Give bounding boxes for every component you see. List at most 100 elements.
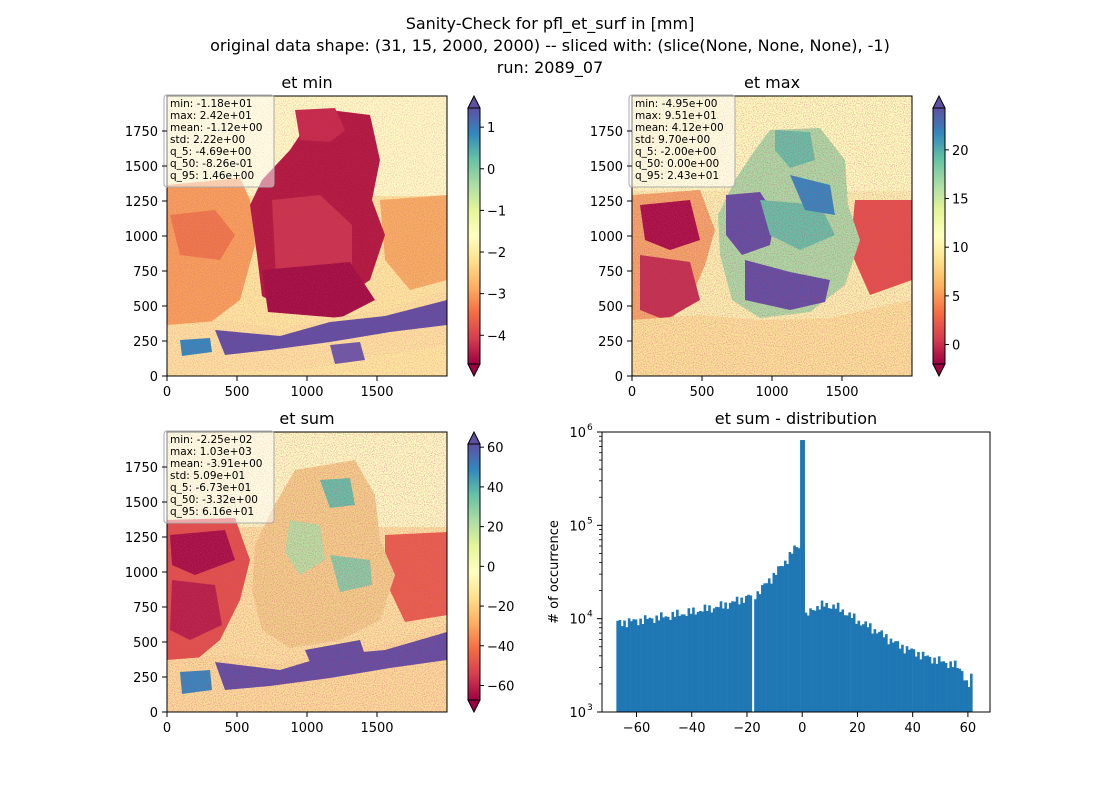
histogram-bar [767,578,771,712]
histogram-bar [839,611,842,712]
colorbar: 60 40 20 0 −20 −40 −60 [467,430,514,714]
stat-line: q_95: 1.46e+00 [170,170,254,182]
histogram-bar [634,619,638,712]
histogram-bar [857,620,861,712]
histogram-bar [632,619,636,712]
histogram-bar [864,621,867,712]
y-tick-label: 1500 [125,496,158,511]
colorbar-extend-top [932,94,946,109]
stat-line: min: -1.18e+01 [170,98,252,110]
y-tick-label: 750 [598,265,623,280]
y-tick-label: 250 [133,671,158,686]
histogram-bar [834,608,838,712]
histogram-bar [772,572,776,712]
y-tick-label: 10 [569,519,586,534]
histogram-bar [689,613,693,712]
histogram-bar [937,656,941,712]
x-tick-label: 1500 [360,385,393,400]
histogram-bar [673,616,677,712]
stat-line: std: 5.09e+01 [170,470,245,482]
histogram-bar [692,607,695,712]
stat-line: std: 2.22e+00 [170,134,245,146]
stat-line: q_95: 6.16e+01 [170,506,254,518]
histogram-bar [687,608,691,712]
panel-title: et min [281,73,332,92]
histogram-bar [710,612,714,712]
histogram-bar [655,615,658,712]
histogram-bar [724,602,727,712]
histogram-bar [664,616,668,712]
colorbar-body [467,443,481,701]
histogram-bar [678,615,681,712]
histogram-bar [940,661,943,712]
histogram-bar [898,648,902,712]
histogram-bar [901,644,904,712]
histogram-bar [786,564,789,712]
colorbar-tick-label: 0 [952,339,960,354]
histogram-bar [788,552,792,712]
histogram-bar [671,611,675,712]
y-axis: 0 250 500 750 1000 1250 1500 1750 [125,125,167,385]
y-tick-label: 0 [150,370,158,385]
stat-line: mean: 4.12e+00 [635,122,724,134]
histogram-bar [832,604,835,712]
x-axis: 0 500 1000 1500 [163,376,394,400]
colorbar-tick-label: 0 [487,560,495,575]
x-tick-label: 500 [225,721,250,736]
x-tick-label: 1000 [755,385,788,400]
histogram-bar [825,603,828,712]
y-tick-exponent: 6 [587,423,593,433]
histogram-bar [712,608,716,712]
histogram-bar [967,687,971,712]
panel-et-sum: et sum min: -2.25e+02 max: 1.03e+03 mean… [125,409,515,736]
histogram-bar [639,618,642,712]
stat-line: mean: -3.91e+00 [170,458,262,470]
histogram-bar [669,619,672,712]
histogram-bar [889,638,893,712]
x-tick-label: 500 [690,385,715,400]
x-tick-label: −60 [623,721,650,736]
stat-line: max: 2.42e+01 [170,110,252,122]
histogram-bar [871,633,874,712]
colorbar-tick-label: 5 [952,290,960,305]
colorbar-tick-label: 20 [487,521,504,536]
histogram-bar [627,618,631,712]
colorbar-extend-top [467,94,481,109]
histogram-x-axis: −60 −40 −20 0 20 40 60 [623,712,976,736]
histogram-bar [717,607,721,712]
y-tick-label: 500 [133,300,158,315]
colorbar-body [932,107,946,365]
figure-title-line-2: original data shape: (31, 15, 2000, 2000… [210,36,890,55]
y-tick-exponent: 3 [587,703,593,713]
histogram-bar [880,630,884,712]
histogram-bar [820,600,824,712]
y-tick-label: 1250 [590,195,623,210]
histogram-bar [630,621,633,712]
histogram-bar [813,610,817,712]
histogram-bar [685,615,688,712]
histogram-bar [793,545,796,712]
histogram-bar [779,565,783,712]
histogram-bar [620,626,624,712]
x-tick-label: −20 [733,721,760,736]
stat-line: q_50: -3.32e+00 [170,494,258,506]
histogram-bar [903,653,907,712]
x-tick-label: 1000 [290,385,323,400]
histogram-bar [653,623,656,712]
histogram-bar [680,614,684,712]
histogram-bar [816,606,819,712]
stat-line: q_95: 2.43e+01 [635,170,719,182]
y-tick-exponent: 4 [587,610,593,620]
histogram-bar [797,548,801,712]
histogram-bar [795,547,799,712]
histogram-bar [738,604,741,712]
histogram-bar [862,624,865,712]
y-tick-label: 250 [598,335,623,350]
histogram-bar [657,620,661,712]
histogram-bar [933,657,936,712]
histogram-bar [912,649,916,712]
histogram-bar [917,651,920,712]
histogram-bar [905,646,909,712]
y-tick-label: 10 [569,426,586,441]
histogram-bar [942,661,946,712]
